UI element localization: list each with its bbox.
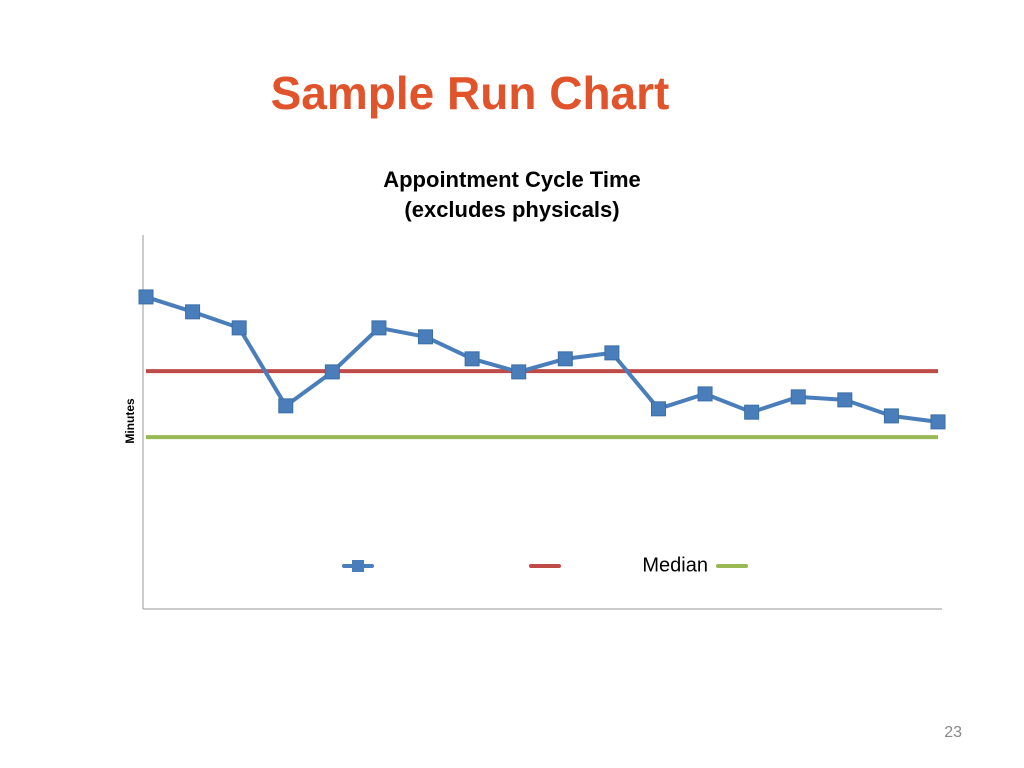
legend-label: Median — [642, 554, 708, 576]
slide-title: Sample Run Chart — [271, 67, 670, 119]
point-marker — [185, 304, 201, 320]
point-marker — [744, 404, 760, 420]
series-line — [145, 295, 939, 424]
point-marker — [557, 351, 573, 367]
point-marker — [837, 392, 853, 408]
point-marker — [930, 414, 946, 430]
point-marker — [790, 389, 806, 405]
chart-title: Appointment Cycle Time — [383, 167, 641, 192]
point-marker — [650, 401, 666, 417]
point-marker — [464, 351, 480, 367]
point-marker — [697, 386, 713, 402]
y-axis-label: Minutes — [123, 398, 137, 444]
point-marker — [511, 364, 527, 380]
point-marker — [278, 398, 294, 414]
point-marker — [883, 408, 899, 424]
point-marker — [324, 364, 340, 380]
page-number: 23 — [944, 724, 962, 741]
legend-marker — [352, 560, 364, 572]
chart-title: (excludes physicals) — [404, 197, 619, 222]
point-marker — [371, 320, 387, 336]
point-marker — [604, 345, 620, 361]
point-marker — [418, 329, 434, 345]
point-marker — [138, 289, 154, 305]
point-marker — [231, 320, 247, 336]
